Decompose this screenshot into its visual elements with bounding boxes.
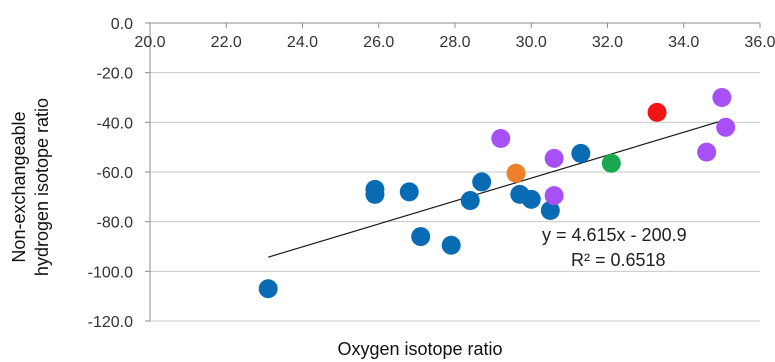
data-point-orange [506,163,526,183]
y-tick-label: -60.0 [97,165,134,182]
y-tick-label: -100.0 [88,264,133,281]
data-point-blue [521,189,541,209]
trendline-group [268,119,726,258]
data-point-blue [472,172,492,192]
trendline-equation: y = 4.615x - 200.9 [542,225,687,245]
data-point-blue [441,235,461,255]
data-point-purple [712,88,732,107]
data-points [258,88,736,299]
x-tick-label: 24.0 [287,34,318,51]
data-point-purple [544,186,564,206]
data-point-blue [571,143,591,163]
x-tick-label: 34.0 [668,34,699,51]
x-tick-label: 26.0 [363,34,394,51]
y-tick-label: -20.0 [97,66,134,83]
y-axis-title-line-1: Non-exchangeable [9,111,29,262]
y-tick-label: -80.0 [97,215,134,232]
y-axis-title-line-2: hydrogen isotope ratio [32,98,52,276]
x-tick-label: 20.0 [134,34,165,51]
data-point-purple [544,148,564,168]
data-point-green [601,153,621,173]
x-tick-label: 32.0 [592,34,623,51]
y-axis-title: Non-exchangeable hydrogen isotope ratio [9,98,52,276]
y-tick-label: 0.0 [111,16,133,33]
data-point-purple [491,128,511,148]
data-point-blue [258,279,278,299]
data-point-blue [365,184,385,204]
data-point-blue [411,227,431,247]
data-point-red [647,102,667,122]
trendline-r-squared: R² = 0.6518 [571,250,666,270]
axes [145,22,761,322]
x-tick-label: 28.0 [439,34,470,51]
x-tick-label: 36.0 [744,34,775,51]
data-point-purple [697,142,717,162]
data-point-blue [399,182,419,202]
grid-lines [150,72,760,322]
data-point-purple [716,117,736,137]
y-tick-label: -40.0 [97,115,134,132]
data-point-blue [460,191,480,211]
x-axis-title: Oxygen isotope ratio [337,339,502,359]
x-tick-label: 30.0 [516,34,547,51]
data-point-blue [540,200,560,220]
x-tick-labels: 20.0 22.0 24.0 26.0 28.0 30.0 32.0 34.0 36.0 [134,34,775,51]
trendline [268,119,726,258]
y-tick-label: -120.0 [88,314,133,331]
y-tick-labels: 0.0 -20.0 -40.0 -60.0 -80.0 -100.0 -120.0 [88,16,133,331]
x-tick-label: 22.0 [211,34,242,51]
